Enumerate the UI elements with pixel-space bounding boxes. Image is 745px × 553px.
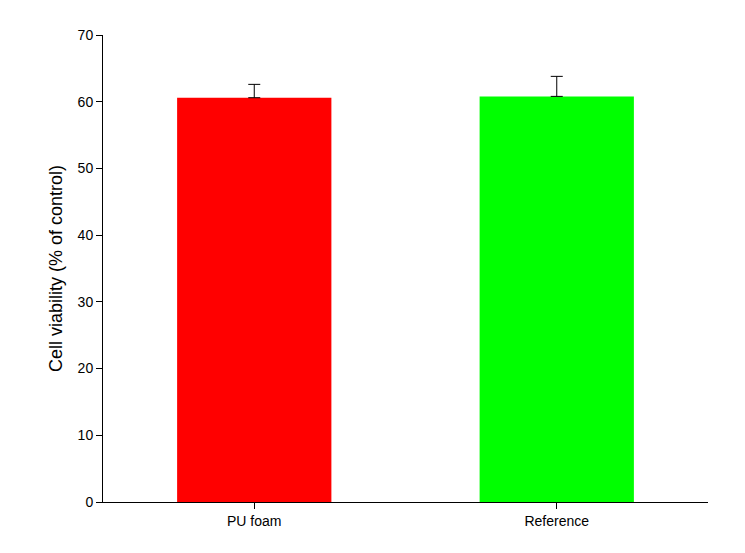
svg-text:50: 50 <box>78 160 94 176</box>
svg-text:PU foam: PU foam <box>227 513 281 529</box>
svg-text:60: 60 <box>78 94 94 110</box>
svg-text:30: 30 <box>78 294 94 310</box>
svg-text:40: 40 <box>78 227 94 243</box>
svg-text:70: 70 <box>78 27 94 43</box>
svg-text:Cell viability (% of control): Cell viability (% of control) <box>46 165 66 372</box>
svg-text:0: 0 <box>85 494 93 510</box>
svg-text:20: 20 <box>78 360 94 376</box>
svg-text:Reference: Reference <box>524 513 589 529</box>
svg-text:10: 10 <box>78 427 94 443</box>
